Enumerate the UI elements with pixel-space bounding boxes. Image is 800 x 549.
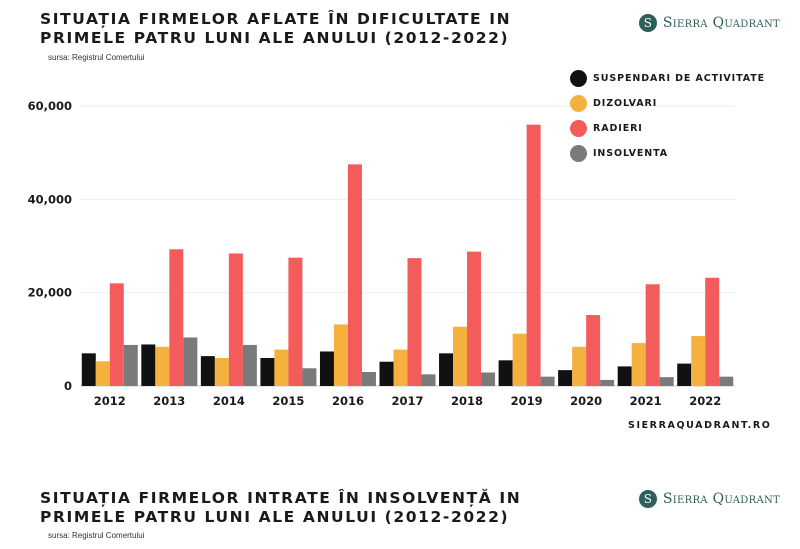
x-tick-label: 2012 xyxy=(94,394,126,408)
legend-item-radieri: RADIERI xyxy=(570,118,765,138)
bar-2015-2 xyxy=(274,349,289,386)
bar-2020-4 xyxy=(600,379,615,386)
legend: SUSPENDARI DE ACTIVITATE DIZOLVARI RADIE… xyxy=(570,68,765,168)
brand-logo: S Sierra Quadrant xyxy=(638,12,780,34)
bar-2020-1 xyxy=(558,370,573,386)
bar-2018-3 xyxy=(467,251,482,386)
bar-2018-4 xyxy=(481,372,496,386)
y-tick-label: 60,000 xyxy=(28,99,72,113)
bar-2015-3 xyxy=(288,257,303,386)
bar-2016-4 xyxy=(361,372,376,386)
chart-title-line-1: SITUAȚIA FIRMELOR AFLATE ÎN DIFICULTATE … xyxy=(40,10,512,28)
chart-title: SITUAȚIA FIRMELOR AFLATE ÎN DIFICULTATE … xyxy=(40,10,560,48)
bars xyxy=(81,124,734,387)
legend-label-radieri: RADIERI xyxy=(593,122,643,134)
bar-2014-3 xyxy=(228,253,243,386)
y-tick-label: 40,000 xyxy=(28,192,72,206)
second-brand-logo: S Sierra Quadrant xyxy=(638,488,780,510)
bar-2013-1 xyxy=(141,344,156,386)
bar-2015-1 xyxy=(260,358,275,386)
legend-label-insolventa: INSOLVENTA xyxy=(593,147,669,159)
second-chart-title: SITUAȚIA FIRMELOR INTRATE ÎN INSOLVENȚĂ … xyxy=(40,489,560,527)
x-tick-label: 2015 xyxy=(272,394,304,408)
bar-2022-4 xyxy=(719,376,734,386)
bar-2017-1 xyxy=(379,361,394,386)
bar-2018-2 xyxy=(453,326,468,386)
bar-2014-4 xyxy=(242,344,257,386)
second-brand-s-icon: S xyxy=(638,490,657,508)
bar-2016-1 xyxy=(319,351,334,386)
bar-2020-2 xyxy=(572,346,587,386)
bar-2021-3 xyxy=(645,284,660,386)
legend-label-dizolvari: DIZOLVARI xyxy=(593,97,658,109)
legend-label-suspendari: SUSPENDARI DE ACTIVITATE xyxy=(593,72,766,84)
legend-swatch-insolventa xyxy=(570,144,587,162)
x-tick-label: 2018 xyxy=(451,394,483,408)
bar-2021-1 xyxy=(617,366,632,386)
x-tick-label: 2016 xyxy=(332,394,364,408)
bar-2016-3 xyxy=(347,164,362,386)
x-tick-label: 2014 xyxy=(213,394,245,408)
chart-source: sursa: Registrul Comertului xyxy=(48,53,145,62)
bar-2013-2 xyxy=(155,346,170,386)
legend-item-dizolvari: DIZOLVARI xyxy=(570,93,765,113)
second-chart-source: sursa: Registrul Comertului xyxy=(48,531,145,540)
bar-2015-4 xyxy=(302,368,317,386)
bar-2012-3 xyxy=(109,283,124,386)
bar-2012-2 xyxy=(95,361,110,386)
legend-swatch-dizolvari xyxy=(570,94,587,112)
legend-swatch-radieri xyxy=(570,119,587,137)
bar-2022-3 xyxy=(705,277,720,386)
website-link[interactable]: SIERRAQUADRANT.RO xyxy=(628,420,772,431)
x-tick-label: 2020 xyxy=(570,394,602,408)
bar-2019-1 xyxy=(498,360,513,386)
y-tick-label: 0 xyxy=(64,379,72,393)
legend-item-insolventa: INSOLVENTA xyxy=(570,143,765,163)
bar-2021-4 xyxy=(659,377,674,386)
y-tick-label: 20,000 xyxy=(28,286,72,300)
x-tick-label: 2017 xyxy=(391,394,423,408)
tick-labels: 0 20,000 40,000 60,000 2012 2013 2014 2015 2016 2… xyxy=(28,99,722,408)
bar-2020-3 xyxy=(586,315,601,386)
bar-2016-2 xyxy=(333,324,348,386)
x-tick-label: 2021 xyxy=(630,394,662,408)
bar-2019-4 xyxy=(540,376,555,386)
bar-2021-2 xyxy=(631,343,646,386)
second-chart-title-line-2: PRIMELE PATRU LUNI ALE ANULUI (2012-2022… xyxy=(40,508,510,526)
second-brand-name: Sierra Quadrant xyxy=(662,491,780,507)
legend-item-suspendari: SUSPENDARI DE ACTIVITATE xyxy=(570,68,765,88)
x-tick-label: 2022 xyxy=(689,394,721,408)
brand-name: Sierra Quadrant xyxy=(662,15,780,31)
x-tick-label: 2019 xyxy=(511,394,543,408)
brand-s-icon: S xyxy=(638,14,657,32)
bar-2022-2 xyxy=(691,336,706,386)
bar-2013-3 xyxy=(169,249,184,386)
bar-2017-4 xyxy=(421,374,436,386)
bar-2018-1 xyxy=(439,353,454,386)
bar-2019-2 xyxy=(512,333,527,386)
bar-2014-1 xyxy=(200,356,215,386)
x-tick-label: 2013 xyxy=(153,394,185,408)
bar-2012-1 xyxy=(81,353,96,386)
bar-2013-4 xyxy=(183,337,198,386)
bar-2022-1 xyxy=(677,363,692,386)
bar-2012-4 xyxy=(123,344,138,386)
bar-2017-3 xyxy=(407,258,422,386)
bar-2014-2 xyxy=(214,358,229,386)
second-chart-title-line-1: SITUAȚIA FIRMELOR INTRATE ÎN INSOLVENȚĂ … xyxy=(40,489,522,507)
chart-title-line-2: PRIMELE PATRU LUNI ALE ANULUI (2012-2022… xyxy=(40,29,510,47)
bar-2019-3 xyxy=(526,124,541,387)
legend-swatch-suspendari xyxy=(570,69,587,87)
bar-2017-2 xyxy=(393,349,408,386)
